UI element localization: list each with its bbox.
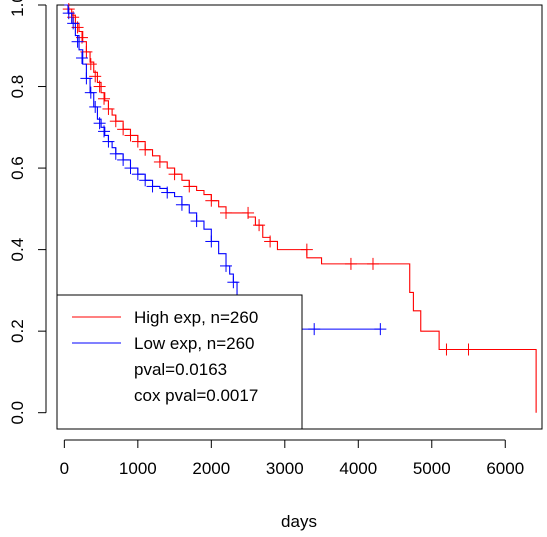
legend: High exp, n=260 Low exp, n=260 pval=0.0163…: [56, 294, 303, 430]
x-tick-label: 3000: [266, 459, 304, 478]
y-tick-label: 0.2: [8, 319, 27, 343]
x-tick-label: 2000: [192, 459, 230, 478]
y-tick-label: 0.8: [8, 75, 27, 99]
series-line-0: [64, 4, 537, 413]
x-tick-label: 0: [60, 459, 69, 478]
legend-label: High exp, n=260: [134, 308, 258, 327]
y-tick-label: 0.0: [8, 401, 27, 425]
y-axis: 0.0 0.2 0.4 0.6 0.8 1.0: [8, 0, 47, 425]
y-tick-label: 1.0: [8, 0, 27, 17]
x-tick-label: 4000: [339, 459, 377, 478]
x-tick-label: 5000: [413, 459, 451, 478]
x-tick-label: 1000: [119, 459, 157, 478]
x-axis: 0 1000 2000 3000 4000 5000 6000: [60, 439, 524, 478]
legend-label: pval=0.0163: [134, 360, 227, 379]
x-axis-label: days: [281, 512, 317, 531]
legend-label: cox pval=0.0017: [134, 386, 258, 405]
y-tick-label: 0.4: [8, 238, 27, 262]
legend-label: Low exp, n=260: [134, 334, 255, 353]
x-tick-label: 6000: [486, 459, 524, 478]
series-line-1: [64, 4, 381, 330]
y-tick-label: 0.6: [8, 156, 27, 180]
